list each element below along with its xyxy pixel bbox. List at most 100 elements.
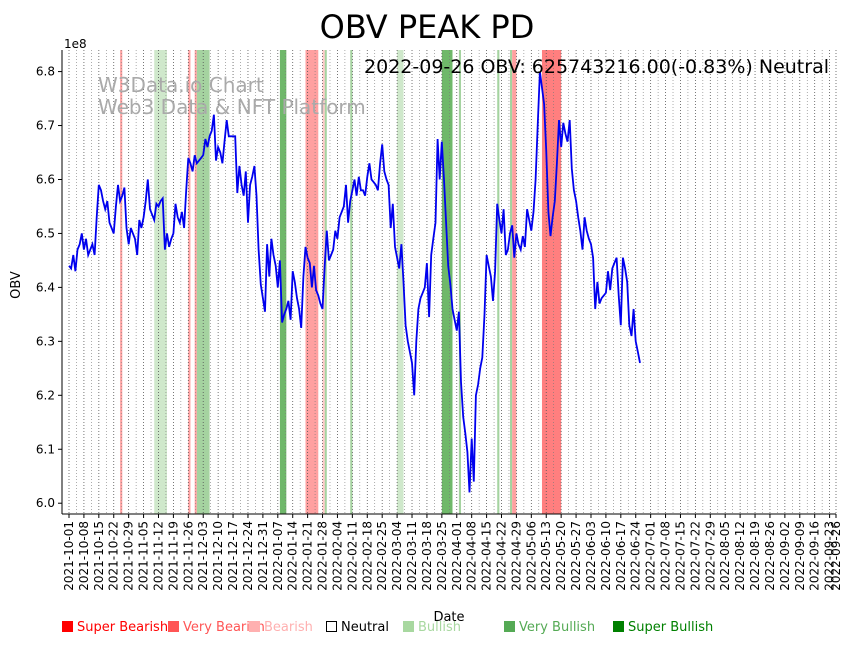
legend-label: Neutral: [341, 620, 389, 635]
legend-label: Bearish: [264, 620, 313, 635]
x-tick-label: 2022-05-06: [524, 521, 538, 591]
vertical-gridlines: [68, 50, 837, 514]
band-very-bullish: [324, 50, 327, 514]
y-tick-label: 6.8: [36, 65, 55, 79]
x-tick-label: 2021-12-31: [256, 521, 270, 591]
x-tick-label: 2022-08-19: [748, 521, 762, 591]
x-tick-label: 2022-07-22: [688, 521, 702, 591]
x-tick-label: 2022-01-28: [316, 521, 330, 591]
x-tick-label: 2022-06-03: [584, 521, 598, 591]
x-tick-label: 2022-06-17: [614, 521, 628, 591]
x-tick-label: 2022-06-10: [599, 521, 613, 591]
x-tick-label: 2022-08-12: [733, 521, 747, 591]
watermark-line-2: Web3 Data & NFT Platform: [98, 95, 366, 119]
legend-label: Super Bearish: [77, 620, 169, 635]
obv-series-line: [68, 71, 641, 493]
x-tick-label: 2022-07-29: [703, 521, 717, 591]
x-tick-label: 2022-09-02: [778, 521, 792, 591]
band-super-bullish: [279, 50, 287, 514]
x-tick-label: 2022-04-01: [450, 521, 464, 591]
x-axis-ticks: 2021-10-01 2021-10-08 2021-10-15 2021-10-22…: [62, 514, 843, 591]
x-tick-label: 2022-09-09: [793, 521, 807, 591]
band-bullish: [154, 50, 168, 514]
x-tick-label: 2021-12-24: [241, 521, 255, 591]
y-tick-label: 6.6: [36, 172, 55, 186]
y-tick-label: 6.5: [36, 226, 55, 240]
band-very-bullish: [458, 50, 462, 514]
x-tick-label: 2022-07-01: [644, 521, 658, 591]
x-tick-label: 2022-04-08: [465, 521, 479, 591]
x-tick-label: 2022-03-11: [405, 521, 419, 591]
y-tick-label: 6.4: [36, 280, 55, 294]
y-tick-label: 6.2: [36, 388, 55, 402]
x-tick-label: 2022-08-05: [718, 521, 732, 591]
legend-swatch: [504, 621, 515, 632]
y-tick-label: 6.7: [36, 119, 55, 133]
x-tick-label: 2022-01-21: [301, 521, 315, 591]
x-tick-label: 2021-10-29: [122, 521, 136, 591]
y-scale-label: 1e8: [64, 37, 87, 51]
legend-super-bullish: Super Bullish: [613, 620, 713, 638]
y-axis-label: OBV: [9, 271, 24, 299]
x-tick-label: 2022-01-14: [286, 521, 300, 591]
x-tick-label: 2022-07-15: [673, 521, 687, 591]
y-tick-label: 6.3: [36, 334, 55, 348]
x-tick-label: 2022-05-27: [569, 521, 583, 591]
x-tick-label: 2022-02-25: [375, 521, 389, 591]
x-tick-label: 2021-10-22: [107, 521, 121, 591]
x-tick-label: 2022-04-29: [509, 521, 523, 591]
x-tick-label: 2022-09-23: [823, 521, 837, 591]
legend-bullish: Bullish: [403, 620, 461, 638]
band-very-bullish: [350, 50, 353, 514]
x-tick-label: 2021-10-15: [92, 521, 106, 591]
x-tick-label: 2022-08-26: [763, 521, 777, 591]
x-tick-label: 2022-01-07: [271, 521, 285, 591]
x-axis-label: Date: [433, 610, 464, 625]
x-tick-label: 2022-02-18: [360, 521, 374, 591]
x-tick-label: 2022-03-25: [435, 521, 449, 591]
band-very-bearish: [512, 50, 517, 514]
legend-swatch: [168, 621, 179, 632]
legend-label: Very Bullish: [519, 620, 596, 635]
x-tick-label: 2021-10-01: [62, 521, 76, 591]
y-tick-label: 6.1: [36, 442, 55, 456]
legend-swatch: [403, 621, 414, 632]
legend-swatch: [62, 621, 73, 632]
band-very-bullish: [497, 50, 500, 514]
legend-label: Very Bearish: [183, 620, 265, 635]
legend-label: Bullish: [418, 620, 462, 635]
x-tick-label: 2022-04-15: [480, 521, 494, 591]
x-tick-label: 2022-06-24: [629, 521, 643, 591]
x-tick-label: 2021-11-12: [151, 521, 165, 591]
y-tick-label: 6.0: [36, 496, 55, 510]
legend-label: Super Bullish: [628, 620, 714, 635]
legend-bearish: Bearish: [249, 620, 313, 638]
x-tick-label: 2021-12-17: [226, 521, 240, 591]
x-tick-label: 2022-02-04: [330, 521, 344, 591]
x-tick-label: 2022-09-16: [808, 521, 822, 591]
x-tick-label: 2022-02-11: [345, 521, 359, 591]
band-very-bullish: [510, 50, 513, 514]
legend-swatch: [613, 621, 624, 632]
x-tick-label: 2022-03-18: [420, 521, 434, 591]
legend-very-bullish: Very Bullish: [504, 620, 595, 638]
legend-swatch: [249, 621, 260, 632]
x-tick-label: 2021-11-05: [137, 521, 151, 591]
legend-very-bearish: Very Bearish: [168, 620, 265, 638]
band-bullish: [397, 50, 404, 514]
band-very-bearish: [188, 50, 191, 514]
watermark-line-1: W3Data.io Chart: [98, 73, 264, 97]
axes: [61, 50, 836, 515]
x-tick-label: 2022-07-08: [659, 521, 673, 591]
latest-value-annotation: 2022-09-26 OBV: 625743216.00(-0.83%) Neu…: [364, 56, 829, 78]
band-super-bullish: [441, 50, 453, 514]
legend-super-bearish: Super Bearish: [62, 620, 168, 638]
y-axis-ticks: 6.0 6.1 6.2 6.3 6.4 6.5 6.6 6.7 6.8: [36, 65, 62, 510]
x-tick-label: 2021-11-19: [166, 521, 180, 591]
x-tick-label: 2022-03-04: [390, 521, 404, 591]
legend-neutral: Neutral: [326, 620, 389, 638]
x-tick-label: 2022-05-20: [554, 521, 568, 591]
x-tick-label: 2022-05-13: [539, 521, 553, 591]
legend-swatch: [326, 621, 337, 632]
